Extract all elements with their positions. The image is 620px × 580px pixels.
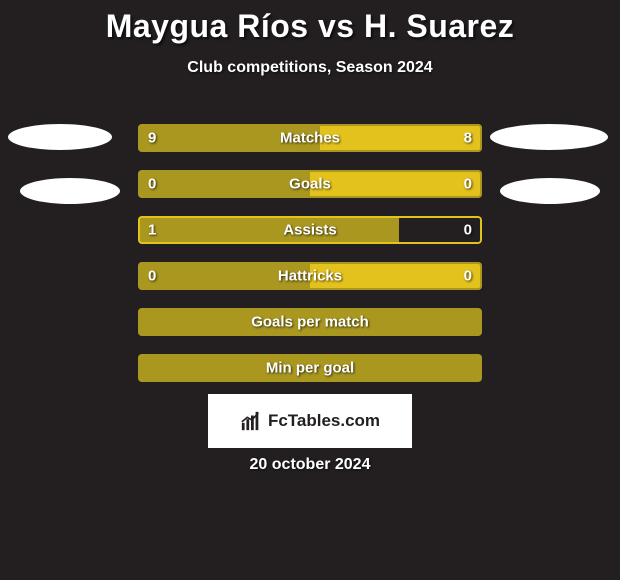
player2-value: 0 (464, 222, 472, 239)
stat-row: 0 0 Goals (138, 170, 482, 198)
subtitle: Club competitions, Season 2024 (0, 59, 620, 77)
stat-row: Goals per match (138, 308, 482, 336)
fctables-icon (240, 410, 262, 432)
stat-label: Hattricks (278, 268, 342, 285)
badge-text: FcTables.com (268, 411, 380, 431)
stat-row: 9 8 Matches (138, 124, 482, 152)
player1-value: 0 (148, 176, 156, 193)
date-label: 20 october 2024 (250, 456, 371, 474)
source-badge: FcTables.com (208, 394, 412, 448)
player1-fill (138, 170, 310, 198)
decorative-ellipse (8, 124, 112, 150)
comparison-chart: 9 8 Matches 0 0 Goals 1 0 Assists 0 0 Hattricks Goal… (138, 124, 482, 400)
stat-row: 1 0 Assists (138, 216, 482, 244)
stat-label: Assists (283, 222, 336, 239)
player1-value: 1 (148, 222, 156, 239)
stat-label: Goals per match (251, 314, 369, 331)
decorative-ellipse (500, 178, 600, 204)
stat-row: 0 0 Hattricks (138, 262, 482, 290)
stat-row: Min per goal (138, 354, 482, 382)
stat-label: Matches (280, 130, 340, 147)
player1-value: 0 (148, 268, 156, 285)
player2-fill (320, 124, 482, 152)
decorative-ellipse (20, 178, 120, 204)
stat-label: Min per goal (266, 360, 354, 377)
stat-label: Goals (289, 176, 331, 193)
player2-value: 0 (464, 268, 472, 285)
player1-fill (138, 216, 399, 244)
player2-fill (310, 170, 482, 198)
page-title: Maygua Ríos vs H. Suarez (0, 0, 620, 45)
player2-value: 8 (464, 130, 472, 147)
player1-value: 9 (148, 130, 156, 147)
player2-value: 0 (464, 176, 472, 193)
decorative-ellipse (490, 124, 608, 150)
